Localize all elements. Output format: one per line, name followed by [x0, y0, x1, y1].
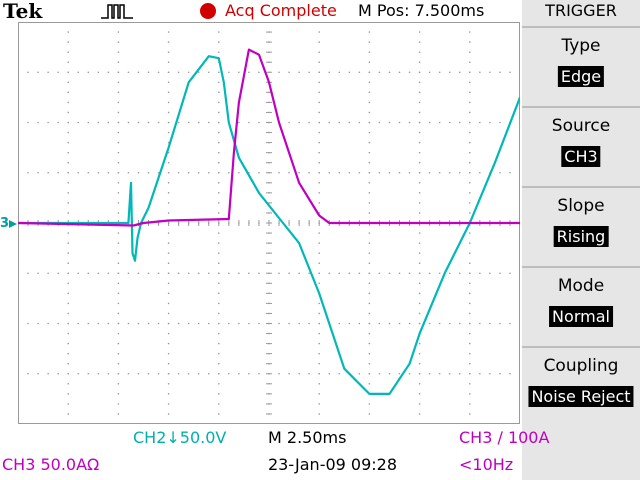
menu-item-value: Noise Reject: [528, 386, 634, 407]
menu-title: TRIGGER: [545, 1, 617, 20]
acquisition-status-icon: [200, 3, 216, 19]
menu-item-type[interactable]: Type Edge: [522, 26, 640, 106]
menu-item-label: Slope: [557, 196, 605, 216]
trigger-frequency: <10Hz: [459, 455, 514, 474]
menu-item-value: Edge: [557, 66, 605, 87]
trigger-menu: TRIGGER Type Edge Source CH3 Slope Risin…: [522, 0, 640, 480]
trace-2: [18, 48, 520, 227]
waveform-display[interactable]: [18, 22, 520, 424]
menu-item-value: CH3: [561, 146, 601, 167]
menu-item-label: Type: [561, 36, 601, 56]
menu-item-mode[interactable]: Mode Normal: [522, 266, 640, 346]
traces: [18, 48, 520, 395]
trigger-info: CH3 ∕ 100A: [459, 428, 550, 447]
ch2-scale: CH2↓50.0V: [133, 428, 227, 447]
trace-1: [18, 55, 520, 395]
horizontal-position: M Pos: 7.500ms: [358, 1, 485, 20]
acquisition-status: Acq Complete: [225, 1, 337, 20]
menu-item-slope[interactable]: Slope Rising: [522, 186, 640, 266]
ch3-scale: CH3 50.0AΩ: [2, 455, 100, 474]
menu-item-label: Mode: [557, 276, 605, 296]
status-bar: Tek Acq Complete M Pos: 7.500ms: [0, 0, 520, 23]
menu-item-coupling[interactable]: Coupling Noise Reject: [522, 346, 640, 426]
menu-item-value: Rising: [553, 226, 609, 247]
menu-item-label: Coupling: [543, 356, 619, 376]
menu-item-label: Source: [551, 116, 611, 136]
ch3-ground-marker: 3: [0, 216, 10, 231]
menu-item-value: Normal: [549, 306, 613, 327]
timebase: M 2.50ms: [268, 428, 347, 447]
menu-item-source[interactable]: Source CH3: [522, 106, 640, 186]
date-time: 23-Jan-09 09:28: [268, 455, 398, 474]
brand-logo: Tek: [3, 0, 43, 23]
pulse-trigger-icon: [101, 4, 133, 19]
ground-arrow-icon: [9, 220, 17, 228]
